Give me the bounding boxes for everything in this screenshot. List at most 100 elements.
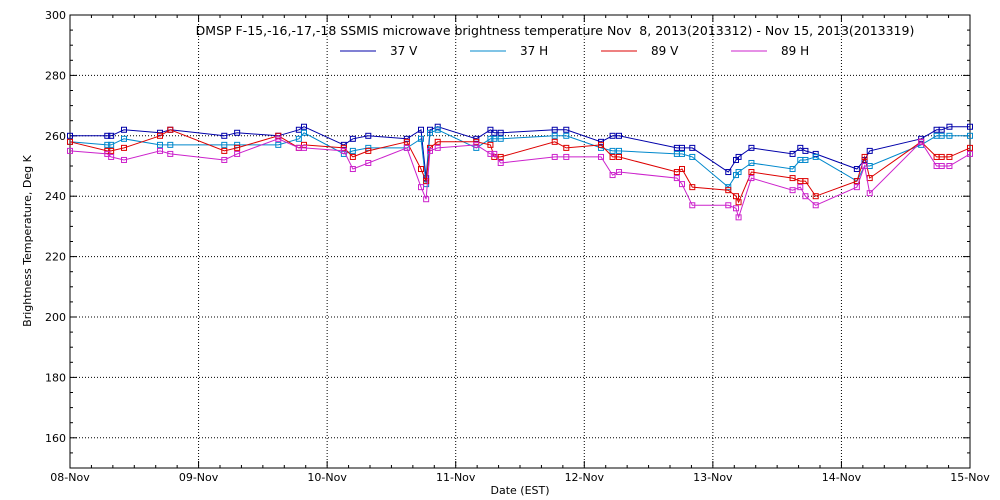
- data-point-37-v: [735, 153, 742, 160]
- data-point-37-v: [938, 126, 945, 133]
- data-point-37-v: [967, 123, 973, 130]
- data-point-89-h: [946, 163, 953, 169]
- data-point-89-h: [616, 169, 622, 176]
- data-point-89-h: [121, 156, 127, 163]
- data-point-89-h: [221, 156, 228, 163]
- data-point-37-h: [812, 153, 819, 160]
- data-point-89-h: [812, 202, 819, 209]
- legend-label-89-v: 89 V: [651, 44, 679, 58]
- data-point-37-v: [434, 123, 441, 130]
- data-point-89-h: [365, 159, 372, 166]
- data-point-89-h: [275, 135, 282, 142]
- data-point-89-h: [853, 184, 860, 191]
- data-point-89-v: [157, 132, 163, 139]
- data-point-89-v: [861, 153, 868, 160]
- data-point-89-v: [418, 166, 424, 173]
- y-tick-label: 300: [45, 9, 66, 22]
- series-37-h: [67, 126, 973, 191]
- data-point-89-h: [497, 159, 504, 166]
- data-point-89-v: [403, 138, 410, 145]
- series-line-37-h: [69, 129, 970, 188]
- data-point-37-h: [487, 135, 494, 142]
- data-point-37-h: [434, 126, 441, 133]
- data-point-89-h: [789, 187, 796, 194]
- data-point-89-v: [221, 147, 228, 154]
- data-point-89-v: [434, 138, 441, 145]
- data-point-89-v: [946, 153, 953, 160]
- data-point-37-v: [234, 129, 241, 136]
- x-tick-label: 12-Nov: [565, 471, 605, 484]
- x-tick-label: 15-Nov: [950, 471, 990, 484]
- data-point-89-v: [673, 169, 680, 176]
- data-series: [67, 123, 973, 221]
- data-point-89-h: [104, 150, 111, 157]
- data-point-89-v: [301, 141, 307, 148]
- series-line-37-v: [70, 126, 970, 179]
- x-tick-label: 08-Nov: [50, 471, 90, 484]
- data-point-37-h: [946, 132, 953, 139]
- data-point-89-v: [340, 144, 347, 151]
- legend: 37 V 37 H 89 V 89 H: [340, 44, 809, 58]
- data-point-89-v: [689, 184, 696, 191]
- data-point-37-v: [551, 126, 558, 133]
- data-point-37-v: [104, 132, 111, 139]
- data-point-37-h: [735, 169, 742, 176]
- data-point-37-h: [234, 141, 241, 148]
- data-point-37-v: [609, 132, 616, 139]
- series-line-89-h: [69, 138, 971, 220]
- data-point-37-h: [967, 132, 973, 139]
- x-tick-label: 13-Nov: [693, 471, 733, 484]
- data-point-37-h: [275, 141, 282, 148]
- data-point-37-h: [725, 184, 732, 191]
- data-point-37-h: [301, 129, 307, 136]
- data-point-89-h: [679, 181, 685, 188]
- axes: 08-Nov 09-Nov 10-Nov 11-Nov 12-Nov 13-Nov 14-N…: [45, 9, 990, 484]
- data-point-37-v: [689, 144, 696, 151]
- data-point-37-v: [802, 147, 809, 154]
- data-point-37-v: [340, 141, 347, 148]
- data-point-89-h: [797, 184, 804, 191]
- y-tick-label: 200: [45, 311, 66, 324]
- data-point-89-h: [673, 175, 680, 182]
- data-point-89-h: [609, 172, 616, 179]
- data-point-37-v: [563, 126, 570, 133]
- data-point-37-h: [563, 132, 570, 139]
- data-point-89-v: [733, 193, 739, 200]
- y-tick-label: 160: [45, 432, 66, 445]
- series-89-v: [67, 126, 973, 206]
- data-point-37-h: [427, 129, 433, 136]
- data-point-89-v: [748, 169, 755, 176]
- data-point-37-h: [679, 150, 685, 157]
- data-point-89-h: [167, 150, 174, 157]
- x-tick-label: 10-Nov: [307, 471, 347, 484]
- data-point-37-v: [866, 147, 873, 154]
- data-point-37-h: [104, 141, 111, 148]
- data-point-37-h: [157, 141, 163, 148]
- data-point-89-h: [748, 175, 755, 182]
- data-point-89-h: [423, 196, 430, 203]
- data-point-89-h: [735, 214, 742, 221]
- data-point-37-h: [789, 166, 796, 173]
- data-point-89-v: [121, 144, 127, 151]
- data-point-37-v: [301, 123, 307, 130]
- data-point-89-h: [349, 166, 356, 173]
- data-point-89-v: [563, 144, 570, 151]
- data-point-37-v: [725, 169, 732, 176]
- data-point-89-v: [967, 144, 973, 151]
- data-point-89-h: [725, 202, 732, 209]
- data-point-37-h: [349, 147, 356, 154]
- plot-frame: [69, 14, 971, 469]
- x-axis-label: Date (EST): [490, 484, 549, 497]
- data-point-89-h: [938, 163, 945, 169]
- data-point-89-h: [234, 150, 241, 157]
- data-point-37-h: [802, 156, 809, 163]
- data-point-37-h: [748, 159, 755, 166]
- data-point-89-v: [725, 187, 732, 194]
- data-point-89-v: [365, 147, 372, 154]
- x-tick-label: 11-Nov: [436, 471, 476, 484]
- data-point-37-v: [797, 144, 804, 151]
- data-point-37-v: [418, 126, 424, 133]
- data-point-89-h: [418, 184, 424, 191]
- data-point-89-h: [473, 141, 480, 148]
